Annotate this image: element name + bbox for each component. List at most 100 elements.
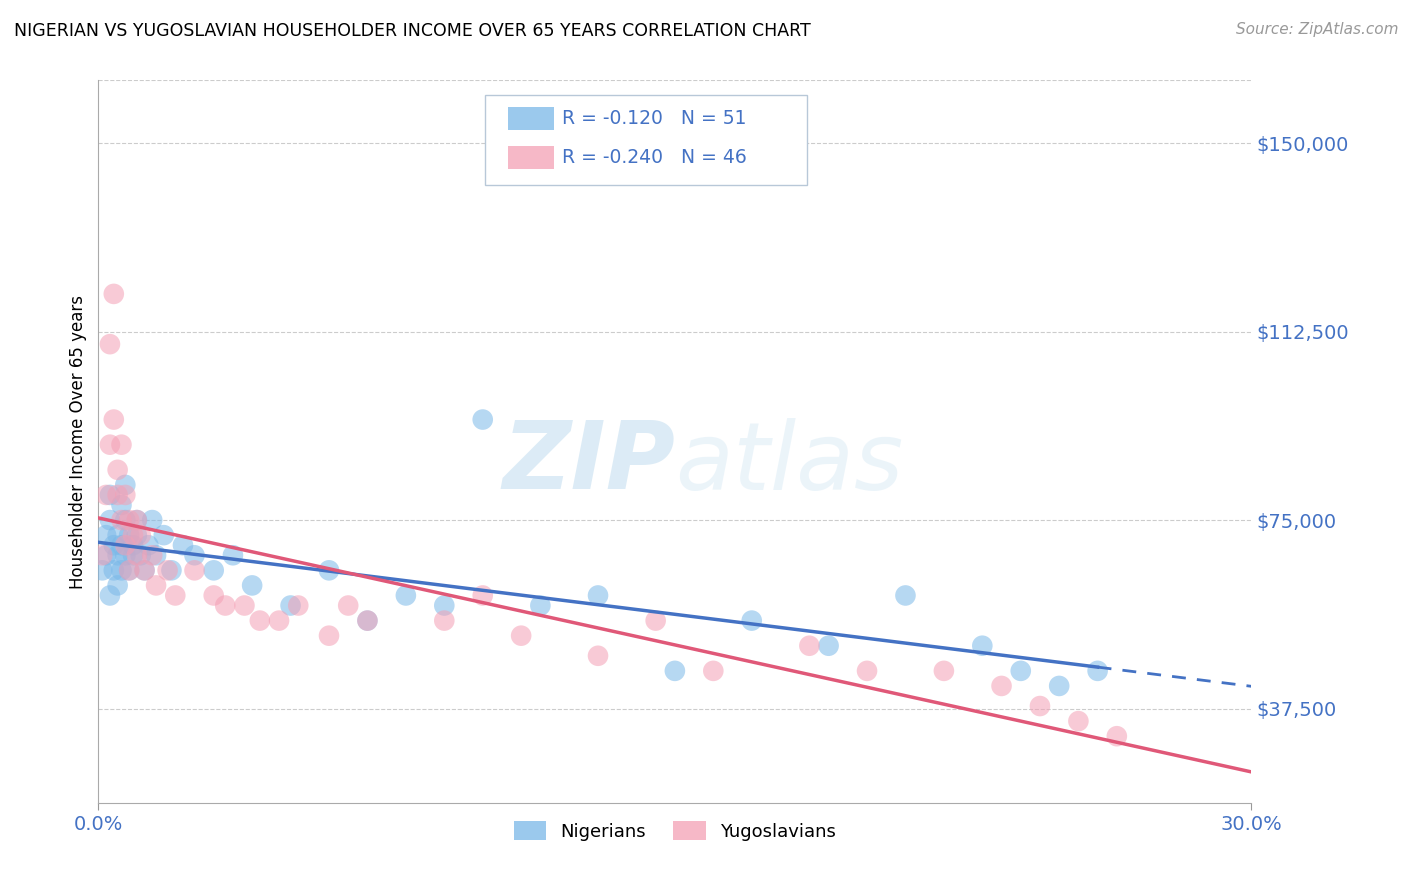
Point — [103, 538, 125, 552]
Point — [114, 513, 136, 527]
Point — [972, 639, 994, 653]
Point — [138, 538, 160, 552]
Point — [107, 463, 129, 477]
Point — [156, 563, 179, 577]
Point — [129, 548, 152, 562]
Point — [267, 614, 290, 628]
Point — [110, 498, 132, 512]
Point — [172, 538, 194, 552]
Point — [214, 599, 236, 613]
Point — [91, 563, 114, 577]
FancyBboxPatch shape — [508, 146, 554, 169]
Point — [141, 548, 163, 562]
Point — [114, 478, 136, 492]
Point — [145, 548, 167, 562]
Text: NIGERIAN VS YUGOSLAVIAN HOUSEHOLDER INCOME OVER 65 YEARS CORRELATION CHART: NIGERIAN VS YUGOSLAVIAN HOUSEHOLDER INCO… — [14, 22, 811, 40]
Point — [1047, 679, 1070, 693]
Point — [110, 538, 132, 552]
Point — [280, 599, 302, 613]
Point — [471, 589, 494, 603]
Point — [141, 513, 163, 527]
Point — [395, 589, 418, 603]
Point — [202, 563, 225, 577]
Text: Source: ZipAtlas.com: Source: ZipAtlas.com — [1236, 22, 1399, 37]
Point — [107, 488, 129, 502]
Point — [337, 599, 360, 613]
FancyBboxPatch shape — [485, 95, 807, 185]
Point — [856, 664, 879, 678]
Point — [433, 614, 456, 628]
Point — [318, 629, 340, 643]
Point — [118, 528, 141, 542]
Point — [702, 664, 724, 678]
Point — [202, 589, 225, 603]
Point — [644, 614, 666, 628]
Point — [1067, 714, 1090, 728]
Point — [91, 548, 114, 562]
Point — [110, 563, 132, 577]
Point — [125, 548, 148, 562]
Point — [356, 614, 378, 628]
Point — [318, 563, 340, 577]
Point — [125, 513, 148, 527]
Point — [125, 513, 148, 527]
Point — [118, 513, 141, 527]
Point — [134, 563, 156, 577]
Point — [114, 548, 136, 562]
Point — [94, 548, 117, 562]
Point — [110, 438, 132, 452]
Point — [110, 513, 132, 527]
Text: R = -0.120   N = 51: R = -0.120 N = 51 — [562, 109, 747, 128]
Point — [125, 528, 148, 542]
Point — [1105, 729, 1128, 743]
Point — [160, 563, 183, 577]
Point — [122, 548, 145, 562]
Point — [103, 412, 125, 426]
Point — [183, 548, 205, 562]
Point — [222, 548, 245, 562]
Point — [183, 563, 205, 577]
Point — [165, 589, 187, 603]
Point — [1087, 664, 1109, 678]
Point — [529, 599, 551, 613]
Point — [356, 614, 378, 628]
Point — [664, 664, 686, 678]
Point — [94, 528, 117, 542]
Point — [114, 488, 136, 502]
Point — [287, 599, 309, 613]
FancyBboxPatch shape — [508, 107, 554, 130]
Point — [152, 528, 174, 542]
Point — [107, 528, 129, 542]
Point — [586, 589, 609, 603]
Point — [98, 488, 121, 502]
Text: atlas: atlas — [675, 417, 903, 508]
Point — [98, 337, 121, 351]
Point — [741, 614, 763, 628]
Point — [233, 599, 256, 613]
Point — [107, 578, 129, 592]
Point — [1010, 664, 1032, 678]
Point — [134, 563, 156, 577]
Point — [799, 639, 821, 653]
Point — [98, 438, 121, 452]
Legend: Nigerians, Yugoslavians: Nigerians, Yugoslavians — [506, 814, 844, 848]
Point — [433, 599, 456, 613]
Point — [103, 286, 125, 301]
Point — [894, 589, 917, 603]
Point — [129, 528, 152, 542]
Point — [94, 488, 117, 502]
Point — [98, 589, 121, 603]
Point — [240, 578, 263, 592]
Point — [1029, 699, 1052, 714]
Point — [114, 538, 136, 552]
Point — [118, 563, 141, 577]
Y-axis label: Householder Income Over 65 years: Householder Income Over 65 years — [69, 294, 87, 589]
Point — [249, 614, 271, 628]
Text: ZIP: ZIP — [502, 417, 675, 509]
Point — [107, 548, 129, 562]
Point — [471, 412, 494, 426]
Point — [817, 639, 839, 653]
Text: R = -0.240   N = 46: R = -0.240 N = 46 — [562, 148, 747, 167]
Point — [932, 664, 955, 678]
Point — [98, 513, 121, 527]
